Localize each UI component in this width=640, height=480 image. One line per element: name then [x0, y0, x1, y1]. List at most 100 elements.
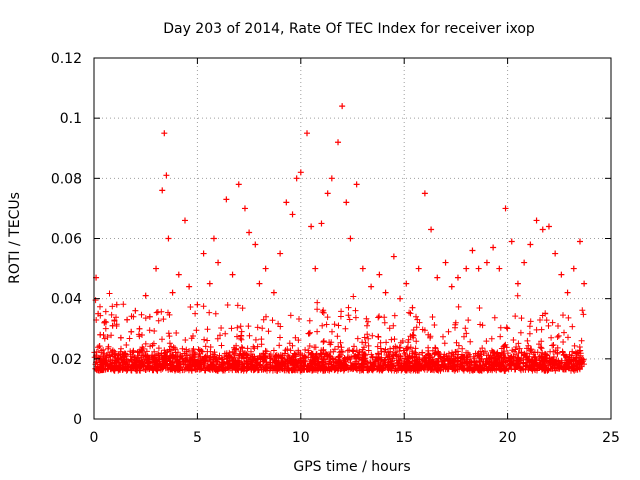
- y-axis-label: ROTI / TECUs: [7, 192, 23, 284]
- data-point: [223, 196, 230, 203]
- chart-title: Day 203 of 2014, Rate Of TEC Index for r…: [163, 21, 535, 37]
- y-tick-label: 0.04: [51, 292, 82, 308]
- data-point: [132, 307, 139, 314]
- x-axis-label: GPS time / hours: [293, 459, 410, 475]
- data-point: [521, 259, 528, 266]
- data-point: [241, 205, 248, 212]
- data-points: [91, 103, 588, 374]
- data-point: [206, 280, 213, 287]
- data-point: [397, 295, 404, 302]
- data-point: [558, 271, 565, 278]
- y-tick-label: 0.02: [51, 352, 82, 368]
- x-tick-label: 15: [395, 430, 413, 446]
- data-point: [256, 280, 263, 287]
- data-point: [490, 244, 497, 251]
- axis-ticks: 0 0.02 0.04 0.06 0.08 0.1 0.12 0 5 10 15 20 25: [51, 51, 620, 446]
- data-point: [128, 328, 135, 335]
- data-point-cloud: [91, 290, 587, 374]
- data-point: [215, 259, 222, 266]
- data-point: [335, 139, 342, 146]
- data-point: [165, 235, 172, 242]
- data-point: [113, 301, 120, 308]
- data-point: [469, 247, 476, 254]
- data-point: [353, 181, 360, 188]
- data-point: [159, 187, 166, 194]
- y-tick-label: 0.06: [51, 232, 82, 248]
- data-point: [502, 205, 509, 212]
- data-point: [347, 235, 354, 242]
- data-point: [161, 130, 168, 137]
- data-point: [101, 319, 108, 326]
- data-point: [304, 130, 311, 137]
- data-point: [463, 265, 470, 272]
- y-tick-label: 0: [73, 412, 82, 428]
- data-point: [545, 223, 552, 230]
- data-point: [376, 271, 383, 278]
- data-point: [343, 199, 350, 206]
- data-point: [142, 292, 149, 299]
- data-point: [229, 271, 236, 278]
- data-point: [581, 280, 588, 287]
- data-point: [403, 280, 410, 287]
- data-point: [194, 301, 201, 308]
- data-point: [181, 217, 188, 224]
- data-point: [297, 169, 304, 176]
- data-point: [95, 310, 102, 317]
- data-point: [153, 265, 160, 272]
- data-point: [175, 271, 182, 278]
- data-point: [136, 325, 143, 332]
- data-point: [109, 322, 116, 329]
- data-point: [428, 226, 435, 233]
- data-point: [576, 238, 583, 245]
- data-point: [252, 241, 259, 248]
- data-point: [283, 199, 290, 206]
- data-point: [496, 265, 503, 272]
- y-tick-label: 0.1: [60, 111, 82, 127]
- data-point: [368, 283, 375, 290]
- data-point: [318, 220, 325, 227]
- data-point: [442, 259, 449, 266]
- data-point: [533, 217, 540, 224]
- data-point: [434, 274, 441, 281]
- data-point: [539, 226, 546, 233]
- data-point: [277, 250, 284, 257]
- data-point: [552, 250, 559, 257]
- data-point: [390, 253, 397, 260]
- data-point: [324, 190, 331, 197]
- data-point: [527, 241, 534, 248]
- data-point: [328, 175, 335, 182]
- data-point: [448, 283, 455, 290]
- data-point: [421, 190, 428, 197]
- data-point: [312, 265, 319, 272]
- data-point: [454, 274, 461, 281]
- data-point: [293, 175, 300, 182]
- x-tick-label: 0: [90, 430, 99, 446]
- data-point: [270, 289, 277, 296]
- data-point: [262, 265, 269, 272]
- data-point: [246, 229, 253, 236]
- data-point: [508, 238, 515, 245]
- x-tick-label: 20: [499, 430, 517, 446]
- data-point: [409, 304, 416, 311]
- data-point: [105, 343, 112, 350]
- data-point: [382, 289, 389, 296]
- data-point: [483, 259, 490, 266]
- data-point: [514, 280, 521, 287]
- x-tick-label: 5: [193, 430, 202, 446]
- data-point: [308, 223, 315, 230]
- y-tick-label: 0.08: [51, 171, 82, 187]
- data-point: [186, 283, 193, 290]
- data-point: [359, 265, 366, 272]
- x-tick-label: 25: [602, 430, 620, 446]
- data-point: [163, 172, 170, 179]
- data-point: [210, 235, 217, 242]
- data-point: [117, 334, 124, 341]
- data-point: [124, 316, 131, 323]
- data-point: [415, 265, 422, 272]
- data-point: [169, 289, 176, 296]
- data-point: [475, 265, 482, 272]
- data-point: [235, 181, 242, 188]
- data-point: [146, 313, 153, 320]
